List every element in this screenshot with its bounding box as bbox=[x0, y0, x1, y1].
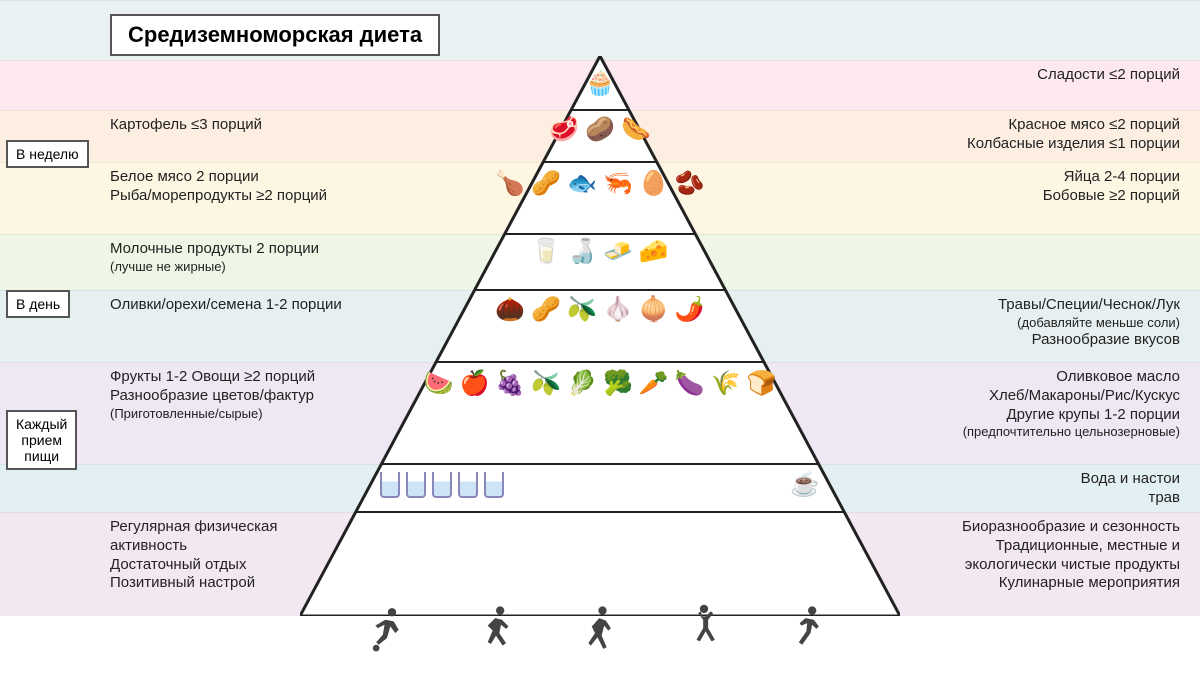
food-icon: 🥛 bbox=[531, 240, 561, 264]
diet-pyramid-infographic: Средиземноморская диета В неделю В день Ка… bbox=[0, 0, 1200, 676]
food-icon: 🥔 bbox=[585, 118, 615, 142]
food-icon: 🥕 bbox=[639, 372, 669, 396]
food-icon: 🥦 bbox=[603, 372, 633, 396]
food-icon: 🥬 bbox=[567, 372, 597, 396]
food-icon: 🥚 bbox=[639, 172, 669, 196]
food-icon: 🍗 bbox=[495, 172, 525, 196]
tier-t-meat: 🥩🥔🌭 bbox=[530, 118, 670, 142]
tier-t-sweets: 🧁 bbox=[565, 72, 635, 96]
person-silhouette-icon bbox=[367, 601, 417, 656]
food-icon: 🌰 bbox=[495, 298, 525, 322]
person-silhouette-icon bbox=[679, 601, 729, 656]
food-icon: 🍎 bbox=[459, 372, 489, 396]
right-text-water: Вода и настоитрав bbox=[1081, 470, 1180, 508]
food-icon: 🫘 bbox=[675, 172, 705, 196]
freq-label-weekly: В неделю bbox=[6, 140, 89, 168]
food-icon: 🍇 bbox=[495, 372, 525, 396]
food-icon: 🥜 bbox=[531, 298, 561, 322]
tier-t-protein: 🍗🥜🐟🦐🥚🫘 bbox=[480, 172, 720, 196]
right-text-protein: Яйца 2-4 порцииБобовые ≥2 порций bbox=[1043, 168, 1180, 206]
right-text-produce: Оливковое маслоХлеб/Макароны/Рис/КускусД… bbox=[963, 368, 1180, 441]
food-icon: 🐟 bbox=[567, 172, 597, 196]
food-icon: 🥜 bbox=[531, 172, 561, 196]
freq-label-meal: Каждый прием пищи bbox=[6, 410, 77, 470]
tier-t-dairy: 🥛🍶🧈🧀 bbox=[460, 240, 740, 264]
tier-t-produce: 🍉🍎🍇🫒🥬🥦🥕🍆🌾🍞 bbox=[350, 372, 850, 396]
food-icon: 🦐 bbox=[603, 172, 633, 196]
food-icon: 🍆 bbox=[675, 372, 705, 396]
food-icon: 🌾 bbox=[711, 372, 741, 396]
water-glass-icon bbox=[380, 472, 400, 498]
food-icon: 🍶 bbox=[567, 240, 597, 264]
left-text-protein: Белое мясо 2 порцииРыба/морепродукты ≥2 … bbox=[110, 168, 327, 206]
water-glass-icon bbox=[458, 472, 478, 498]
right-text-nuts: Травы/Специи/Чеснок/Лук(добавляйте меньш… bbox=[998, 296, 1180, 350]
right-text-activity: Биоразнообразие и сезонностьТрадиционные… bbox=[962, 518, 1180, 593]
left-text-redmeat: Картофель ≤3 порций bbox=[110, 116, 262, 135]
water-glass-icon bbox=[432, 472, 452, 498]
left-text-activity: Регулярная физическаяактивностьДостаточн… bbox=[110, 518, 277, 593]
food-icon: 🧅 bbox=[639, 298, 669, 322]
food-icon: 🧀 bbox=[639, 240, 669, 264]
food-icon: 🫒 bbox=[567, 298, 597, 322]
left-text-dairy: Молочные продукты 2 порции(лучше не жирн… bbox=[110, 240, 319, 275]
food-icon: 🍞 bbox=[747, 372, 777, 396]
water-glass-icon bbox=[406, 472, 426, 498]
person-silhouette-icon bbox=[471, 601, 521, 656]
activity-silhouettes bbox=[340, 601, 860, 656]
food-icon: 🧈 bbox=[603, 240, 633, 264]
food-icon: 🫒 bbox=[531, 372, 561, 396]
tea-cup-icon: ☕ bbox=[790, 470, 820, 499]
title: Средиземноморская диета bbox=[110, 14, 440, 56]
food-icon: 🥩 bbox=[549, 118, 579, 142]
food-icon: 🌭 bbox=[621, 118, 651, 142]
food-icon: 🧄 bbox=[603, 298, 633, 322]
left-text-produce: Фрукты 1-2 Овощи ≥2 порцийРазнообразие ц… bbox=[110, 368, 315, 422]
person-silhouette-icon bbox=[575, 601, 625, 656]
food-icon: 🧁 bbox=[585, 72, 615, 96]
tier-t-nuts: 🌰🥜🫒🧄🧅🌶️ bbox=[420, 298, 780, 322]
freq-label-daily: В день bbox=[6, 290, 70, 318]
food-icon: 🌶️ bbox=[675, 298, 705, 322]
left-text-nuts: Оливки/орехи/семена 1-2 порции bbox=[110, 296, 342, 315]
right-text-sweets: Сладости ≤2 порций bbox=[1037, 66, 1180, 85]
person-silhouette-icon bbox=[783, 601, 833, 656]
water-glass-icon bbox=[484, 472, 504, 498]
food-icon: 🍉 bbox=[424, 372, 454, 396]
right-text-redmeat: Красное мясо ≤2 порцийКолбасные изделия … bbox=[967, 116, 1180, 154]
tier-t-water: ☕ bbox=[340, 470, 860, 499]
